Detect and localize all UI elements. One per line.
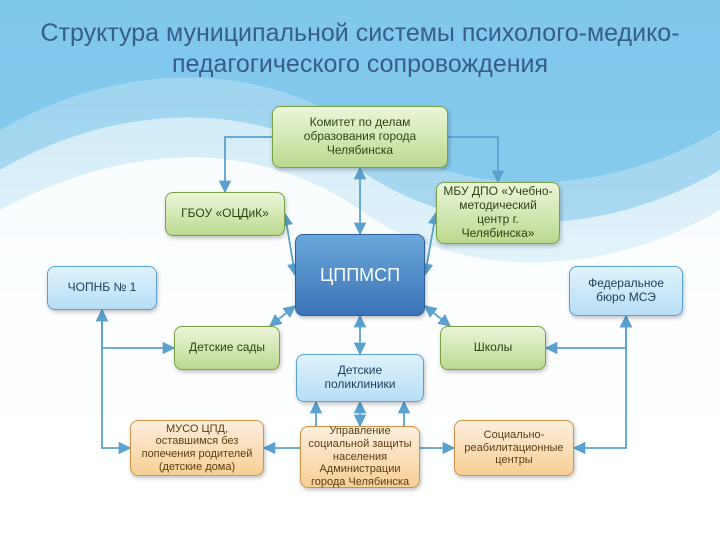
node-fedmse: Федеральное бюро МСЭ xyxy=(569,266,683,316)
node-muso: МУСО ЦПД, оставшимся без попечения родит… xyxy=(130,420,264,476)
node-sady: Детские сады xyxy=(174,326,280,370)
node-mbu: МБУ ДПО «Учебно-методический центр г. Че… xyxy=(436,182,560,244)
node-polik: Детские поликлиники xyxy=(296,354,424,402)
node-komitet: Комитет по делам образования города Челя… xyxy=(272,106,448,168)
node-schools: Школы xyxy=(440,326,546,370)
node-center: ЦППМСП xyxy=(295,234,425,316)
node-chopnb: ЧОПНБ № 1 xyxy=(47,266,157,310)
page-title: Структура муниципальной системы психолог… xyxy=(0,18,720,81)
node-reab: Социально-реабилитационные центры xyxy=(454,420,574,476)
node-ocdik: ГБОУ «ОЦДиК» xyxy=(165,192,285,236)
node-uprav: Управление социальной защиты населения А… xyxy=(300,426,420,488)
diagram-root: Структура муниципальной системы психолог… xyxy=(0,0,720,540)
